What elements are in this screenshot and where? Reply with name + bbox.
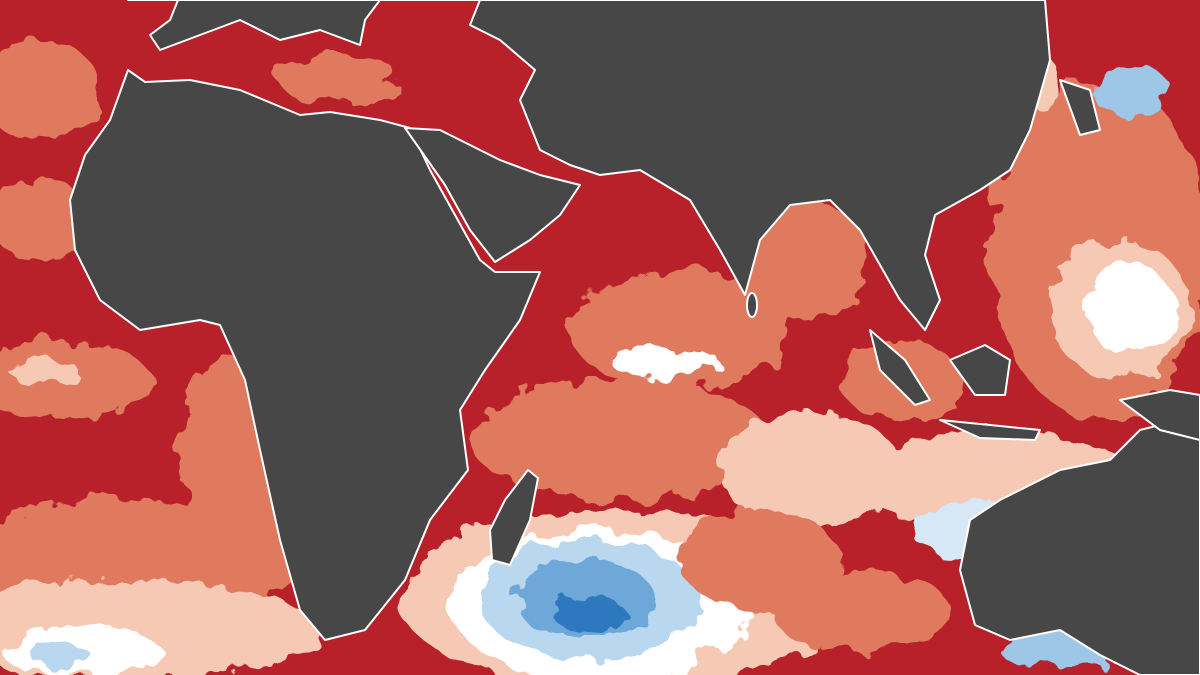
land (69, 0, 1200, 675)
patch (10, 360, 80, 384)
patch (30, 643, 90, 667)
patch (0, 180, 90, 260)
patch (1090, 65, 1170, 115)
island (1059, 79, 1101, 136)
africa (69, 69, 541, 641)
patch (610, 348, 720, 376)
patch (0, 40, 100, 140)
patch (1085, 265, 1175, 355)
patch (470, 380, 770, 500)
patch (720, 410, 900, 530)
island (939, 419, 1041, 441)
patch (0, 340, 150, 420)
island (746, 292, 758, 318)
madagascar (489, 469, 539, 566)
island (869, 329, 931, 406)
patch (770, 570, 950, 650)
island (949, 344, 1011, 396)
island (1119, 389, 1200, 441)
arabia (404, 127, 581, 263)
patch (555, 595, 625, 635)
eurasia (127, 0, 1051, 331)
patch (280, 55, 400, 105)
australia (959, 409, 1200, 675)
